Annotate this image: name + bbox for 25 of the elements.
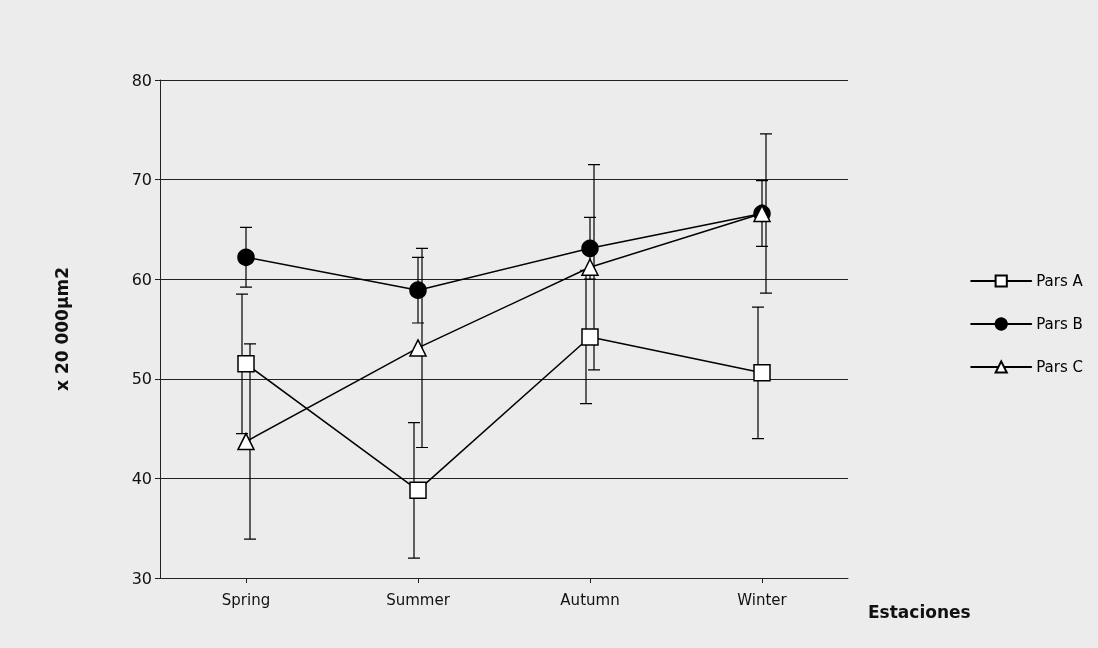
point — [237, 432, 255, 451]
point — [409, 481, 427, 500]
legend-label: Pars B — [1036, 315, 1083, 333]
x-tick-label: Autumn — [560, 590, 620, 609]
point — [581, 239, 599, 258]
y-axis-title: x 20 000µm2 — [51, 267, 72, 391]
x-axis-title: Estaciones — [868, 601, 971, 622]
legend-label: Pars C — [1036, 358, 1084, 376]
point — [409, 281, 427, 299]
y-tick-label: 70 — [131, 170, 152, 190]
y-tick-label: 30 — [131, 568, 152, 588]
point — [409, 339, 427, 357]
point — [581, 258, 599, 276]
point — [237, 248, 255, 267]
point — [753, 364, 771, 382]
y-tick-label: 60 — [131, 269, 152, 289]
y-tick-label: 80 — [131, 70, 152, 90]
point — [581, 328, 599, 346]
x-tick-label: Spring — [221, 590, 271, 609]
legend-label: Pars A — [1036, 272, 1084, 290]
y-tick-label: 50 — [131, 369, 152, 389]
point — [237, 355, 255, 373]
y-tick-label: 40 — [131, 468, 152, 488]
x-tick-label: Summer — [386, 590, 451, 609]
x-tick-label: Winter — [737, 590, 788, 609]
